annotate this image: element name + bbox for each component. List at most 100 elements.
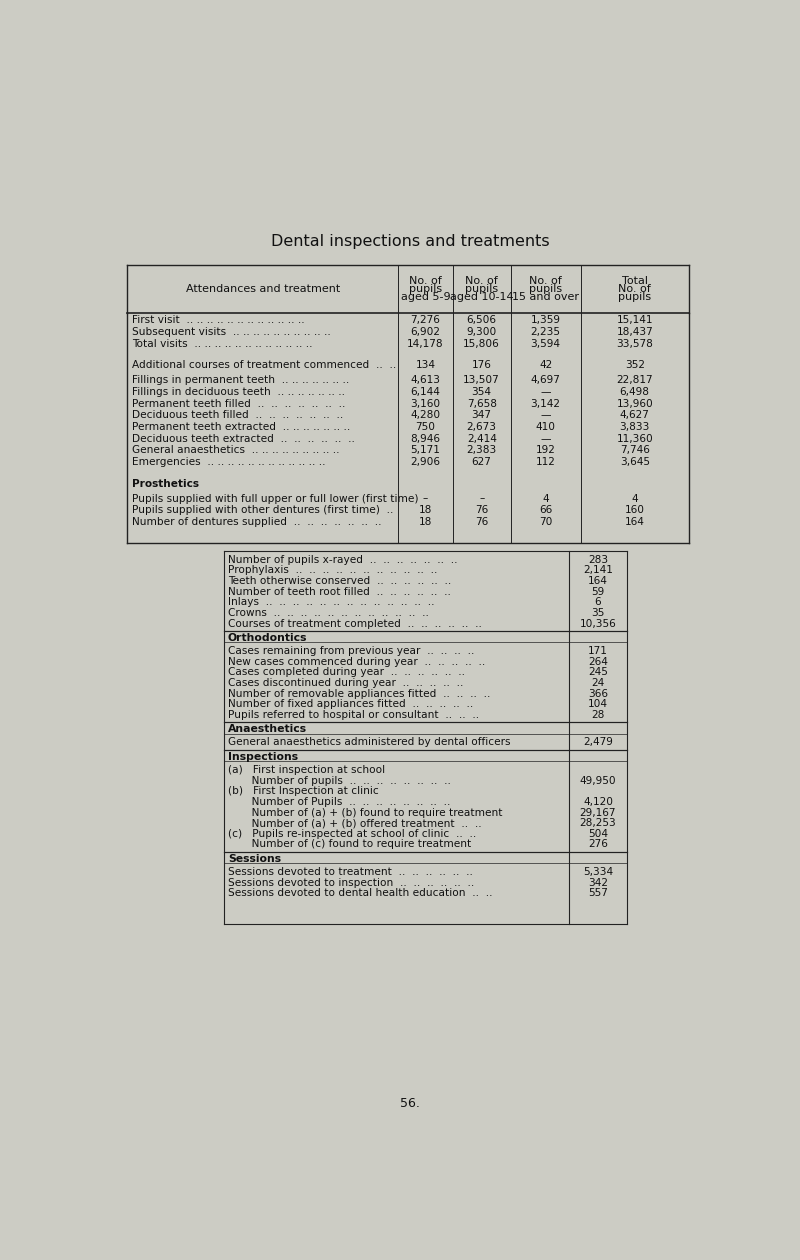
Text: No. of: No. of [618,284,651,294]
Text: 4: 4 [542,494,549,504]
Text: 264: 264 [588,656,608,667]
Text: Additional courses of treatment commenced  ..  ..: Additional courses of treatment commence… [132,360,396,370]
Text: 7,746: 7,746 [620,445,650,455]
Text: 76: 76 [475,517,488,527]
Text: 366: 366 [588,689,608,698]
Text: Number of pupils x-rayed  ..  ..  ..  ..  ..  ..  ..: Number of pupils x-rayed .. .. .. .. .. … [228,554,458,564]
Text: 59: 59 [591,587,605,597]
Text: 750: 750 [415,422,435,432]
Text: (a)   First inspection at school: (a) First inspection at school [228,765,385,775]
Text: Inspections: Inspections [228,752,298,762]
Text: Sessions devoted to treatment  ..  ..  ..  ..  ..  ..: Sessions devoted to treatment .. .. .. .… [228,867,473,877]
Text: Pupils supplied with full upper or full lower (first time): Pupils supplied with full upper or full … [132,494,418,504]
Text: 3,645: 3,645 [620,457,650,467]
Text: 192: 192 [536,445,555,455]
Text: 13,960: 13,960 [616,398,653,408]
Text: Sessions devoted to dental health education  ..  ..: Sessions devoted to dental health educat… [228,888,492,898]
Text: 5,171: 5,171 [410,445,441,455]
Text: Number of (a) + (b) found to require treatment: Number of (a) + (b) found to require tre… [228,808,502,818]
Text: General anaesthetics administered by dental officers: General anaesthetics administered by den… [228,737,510,747]
Text: pupils: pupils [618,292,651,302]
Text: 2,383: 2,383 [466,445,497,455]
Text: 6,144: 6,144 [410,387,441,397]
Text: 3,594: 3,594 [530,339,561,349]
Text: 6,498: 6,498 [620,387,650,397]
Text: Total visits  .. .. .. .. .. .. .. .. .. .. .. ..: Total visits .. .. .. .. .. .. .. .. .. … [132,339,312,349]
Text: Number of fixed appliances fitted  ..  ..  ..  ..  ..: Number of fixed appliances fitted .. .. … [228,699,473,709]
Text: No. of: No. of [466,276,498,286]
Text: 2,235: 2,235 [530,326,561,336]
Text: 7,658: 7,658 [466,398,497,408]
Text: 15,806: 15,806 [463,339,500,349]
Text: 6,902: 6,902 [410,326,441,336]
Text: 4: 4 [631,494,638,504]
Text: 410: 410 [536,422,556,432]
Text: No. of: No. of [409,276,442,286]
Text: 1,359: 1,359 [530,315,561,325]
Text: —: — [540,433,551,444]
Text: aged 5-9: aged 5-9 [401,292,450,302]
Text: pupils: pupils [529,284,562,294]
Text: 627: 627 [472,457,492,467]
Text: 352: 352 [625,360,645,370]
Text: Prophylaxis  ..  ..  ..  ..  ..  ..  ..  ..  ..  ..  ..: Prophylaxis .. .. .. .. .. .. .. .. .. .… [228,566,438,576]
Text: 4,120: 4,120 [583,796,613,806]
Text: 9,300: 9,300 [466,326,497,336]
Text: 15 and over: 15 and over [512,292,579,302]
Text: Sessions: Sessions [228,854,281,864]
Text: Subsequent visits  .. .. .. .. .. .. .. .. .. ..: Subsequent visits .. .. .. .. .. .. .. .… [132,326,330,336]
Text: 2,673: 2,673 [466,422,497,432]
Text: 3,142: 3,142 [530,398,561,408]
Text: 160: 160 [625,505,645,515]
Text: Cases remaining from previous year  ..  ..  ..  ..: Cases remaining from previous year .. ..… [228,646,474,656]
Text: 6: 6 [594,597,602,607]
Text: 10,356: 10,356 [579,619,616,629]
Text: Number of (c) found to require treatment: Number of (c) found to require treatment [228,839,471,849]
Text: Dental inspections and treatments: Dental inspections and treatments [270,234,550,249]
Text: 245: 245 [588,668,608,678]
Text: Pupils referred to hospital or consultant  ..  ..  ..: Pupils referred to hospital or consultan… [228,709,479,719]
Text: 49,950: 49,950 [580,776,616,786]
Text: Teeth otherwise conserved  ..  ..  ..  ..  ..  ..: Teeth otherwise conserved .. .. .. .. ..… [228,576,451,586]
Text: Attendances and treatment: Attendances and treatment [186,284,340,294]
Text: Number of Pupils  ..  ..  ..  ..  ..  ..  ..  ..: Number of Pupils .. .. .. .. .. .. .. .. [228,796,450,806]
Text: 104: 104 [588,699,608,709]
Text: 28,253: 28,253 [579,818,616,828]
Text: Cases completed during year  ..  ..  ..  ..  ..  ..: Cases completed during year .. .. .. .. … [228,668,465,678]
Text: Permanent teeth extracted  .. .. .. .. .. .. ..: Permanent teeth extracted .. .. .. .. ..… [132,422,350,432]
Text: 6,506: 6,506 [466,315,497,325]
Text: General anaesthetics  .. .. .. .. .. .. .. .. ..: General anaesthetics .. .. .. .. .. .. .… [132,445,339,455]
Text: (c)   Pupils re-inspected at school of clinic  ..  ..: (c) Pupils re-inspected at school of cli… [228,829,476,839]
Text: 18: 18 [419,505,432,515]
Text: pupils: pupils [409,284,442,294]
Text: pupils: pupils [465,284,498,294]
Text: 24: 24 [591,678,605,688]
Text: 29,167: 29,167 [580,808,616,818]
Text: 14,178: 14,178 [407,339,444,349]
Text: 42: 42 [539,360,552,370]
Text: 283: 283 [588,554,608,564]
Text: Permanent teeth filled  ..  ..  ..  ..  ..  ..  ..: Permanent teeth filled .. .. .. .. .. ..… [132,398,345,408]
Text: Number of removable appliances fitted  ..  ..  ..  ..: Number of removable appliances fitted ..… [228,689,490,698]
Text: 28: 28 [591,709,605,719]
Text: Number of teeth root filled  ..  ..  ..  ..  ..  ..: Number of teeth root filled .. .. .. .. … [228,587,450,597]
Text: Fillings in permanent teeth  .. .. .. .. .. .. ..: Fillings in permanent teeth .. .. .. .. … [132,375,349,386]
Text: 342: 342 [588,878,608,887]
Text: 15,141: 15,141 [617,315,653,325]
Text: Prosthetics: Prosthetics [132,479,198,489]
Text: 134: 134 [415,360,435,370]
Text: 2,906: 2,906 [410,457,441,467]
Text: 18: 18 [419,517,432,527]
Text: –: – [423,494,428,504]
Text: Number of (a) + (b) offered treatment  ..  ..: Number of (a) + (b) offered treatment ..… [228,818,482,828]
Text: Deciduous teeth filled  ..  ..  ..  ..  ..  ..  ..: Deciduous teeth filled .. .. .. .. .. ..… [132,411,343,421]
Text: –: – [479,494,484,504]
Text: 22,817: 22,817 [617,375,653,386]
Text: 7,276: 7,276 [410,315,441,325]
Text: Pupils supplied with other dentures (first time)  ..: Pupils supplied with other dentures (fir… [132,505,393,515]
Text: 56.: 56. [400,1096,420,1110]
Text: 3,833: 3,833 [619,422,650,432]
Text: 76: 76 [475,505,488,515]
Text: 557: 557 [588,888,608,898]
Text: 11,360: 11,360 [616,433,653,444]
